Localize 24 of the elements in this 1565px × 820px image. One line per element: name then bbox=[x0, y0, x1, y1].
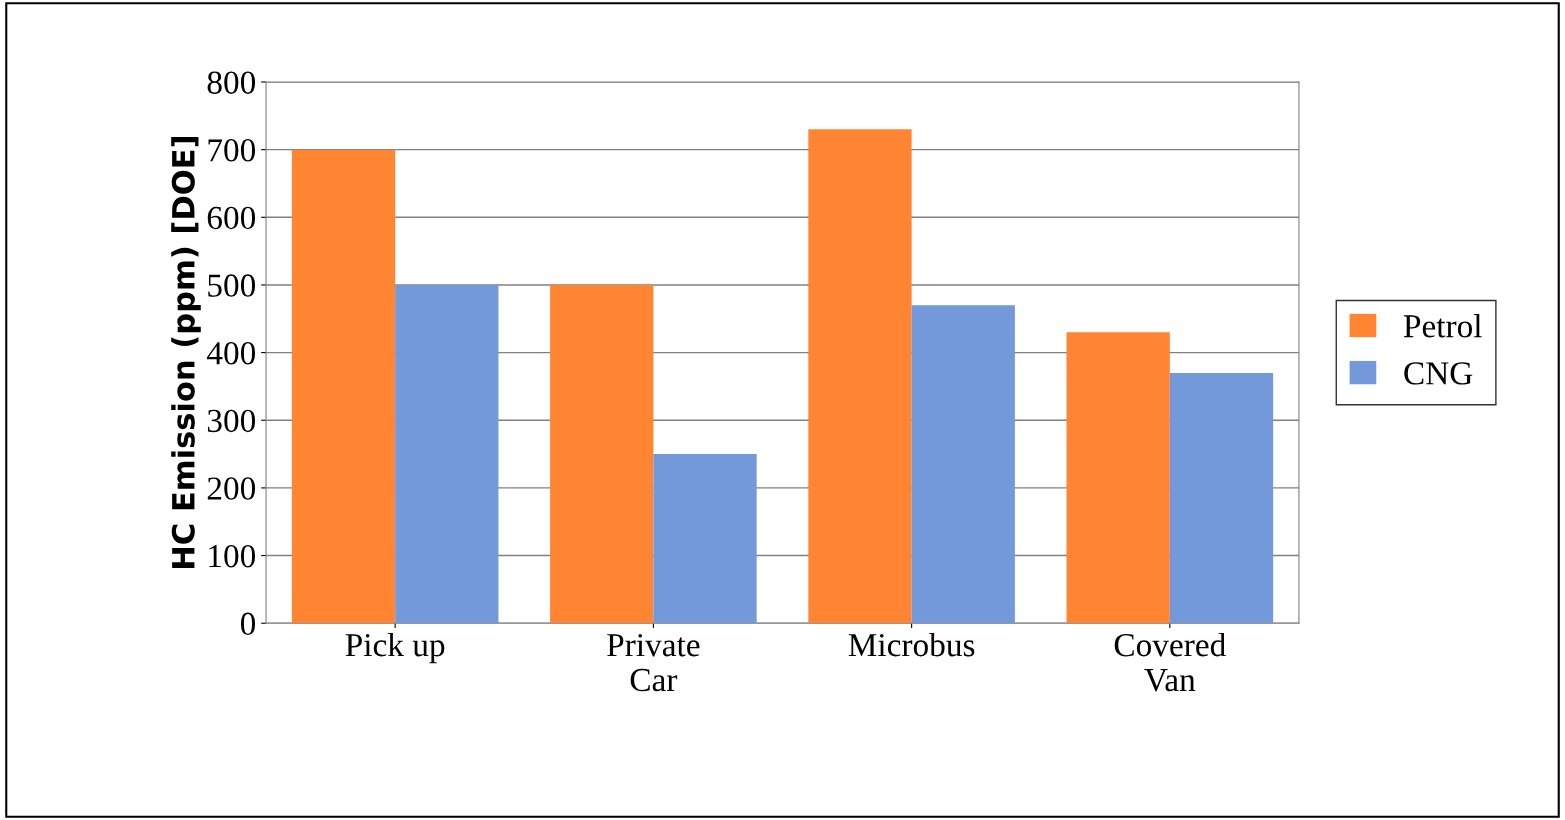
y-tick-label: 700 bbox=[208, 139, 256, 162]
bar bbox=[808, 129, 912, 624]
y-tick-label: 600 bbox=[207, 206, 256, 230]
bar bbox=[395, 284, 499, 624]
y-tick-label: 500 bbox=[208, 274, 256, 297]
x-tick-label: Covered Van bbox=[1114, 632, 1226, 692]
bar bbox=[291, 149, 396, 624]
y-tick-label: 100 bbox=[209, 544, 256, 568]
y-tick-label: 300 bbox=[207, 409, 256, 433]
y-tick-label: 400 bbox=[206, 342, 256, 365]
legend-label: Petrol bbox=[1403, 314, 1482, 338]
legend-label: CNG bbox=[1404, 362, 1473, 385]
bar bbox=[653, 454, 757, 624]
y-tick-label: 0 bbox=[240, 612, 256, 636]
x-tick-label: Pick up bbox=[345, 632, 445, 664]
bar bbox=[911, 305, 1015, 624]
y-tick-label: 200 bbox=[207, 477, 256, 500]
y-tick-label: 800 bbox=[207, 71, 256, 94]
bar bbox=[550, 284, 654, 624]
x-tick-label: Private Car bbox=[607, 633, 700, 692]
bar bbox=[1169, 372, 1274, 624]
x-tick-label: Microbus bbox=[848, 632, 975, 657]
bar bbox=[1066, 332, 1170, 624]
y-axis-title: HC Emission (ppm) [DOE] bbox=[171, 137, 201, 568]
